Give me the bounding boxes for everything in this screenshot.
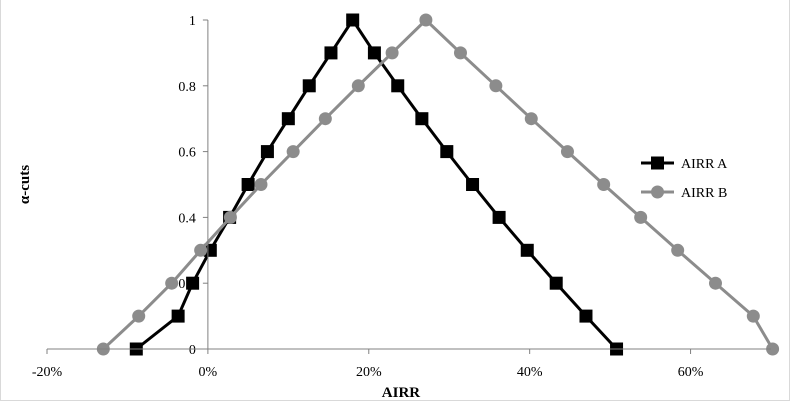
data-point-airr-a bbox=[391, 79, 405, 93]
data-point-airr-a bbox=[520, 243, 534, 257]
data-point-airr-a bbox=[415, 112, 429, 126]
data-point-airr-a bbox=[203, 243, 217, 257]
data-point-airr-a bbox=[260, 145, 274, 159]
data-point-airr-b bbox=[194, 243, 208, 257]
x-tick-label: 20% bbox=[356, 365, 382, 380]
data-point-airr-b bbox=[671, 243, 685, 257]
data-point-airr-b bbox=[489, 79, 503, 93]
data-point-airr-b bbox=[453, 46, 467, 60]
y-tick-label: 1 bbox=[189, 14, 196, 29]
data-point-airr-b bbox=[286, 145, 300, 159]
data-point-airr-a bbox=[549, 276, 563, 290]
y-axis-title: α-cuts bbox=[17, 165, 33, 204]
data-point-airr-b bbox=[560, 145, 574, 159]
data-point-airr-b bbox=[597, 178, 611, 191]
data-point-airr-a bbox=[492, 210, 506, 224]
data-point-airr-b bbox=[708, 276, 722, 290]
data-point-airr-b bbox=[766, 342, 780, 356]
data-point-airr-a bbox=[186, 276, 200, 290]
x-axis-title: AIRR bbox=[382, 385, 421, 400]
x-tick-label: 0% bbox=[199, 365, 218, 380]
data-point-airr-a bbox=[440, 145, 454, 159]
data-point-airr-b bbox=[351, 79, 365, 93]
data-point-airr-b bbox=[254, 178, 268, 191]
data-point-airr-b bbox=[524, 112, 538, 126]
data-point-airr-a bbox=[281, 112, 295, 126]
x-axis-ticks: -20% 0% 20% 40% 60% bbox=[32, 349, 704, 380]
data-point-airr-b bbox=[419, 13, 433, 27]
legend-marker-airr-b bbox=[651, 185, 664, 199]
data-point-airr-a bbox=[302, 79, 316, 93]
data-point-airr-b bbox=[132, 309, 146, 323]
y-tick-label: 0.8 bbox=[178, 80, 196, 95]
data-point-airr-a bbox=[324, 46, 338, 60]
data-point-airr-a bbox=[346, 13, 360, 27]
y-tick-label: 0.4 bbox=[178, 211, 196, 226]
data-point-airr-a bbox=[579, 309, 593, 323]
x-tick-label: -20% bbox=[32, 365, 63, 380]
series-line-airr-b bbox=[102, 18, 774, 351]
y-tick-label: 0 bbox=[189, 343, 196, 358]
data-point-airr-b bbox=[385, 46, 399, 60]
data-point-airr-b bbox=[746, 309, 760, 323]
data-point-airr-b bbox=[318, 112, 332, 126]
data-point-airr-a bbox=[466, 178, 480, 191]
data-point-airr-b bbox=[634, 210, 648, 224]
legend-marker-airr-a bbox=[651, 156, 664, 170]
data-point-airr-a bbox=[241, 178, 255, 191]
x-tick-label: 60% bbox=[678, 365, 704, 380]
x-tick-label: 40% bbox=[517, 365, 543, 380]
data-point-airr-b bbox=[165, 276, 179, 290]
legend-label-airr-b: AIRR B bbox=[681, 186, 727, 201]
y-tick-label: 0.6 bbox=[178, 146, 196, 161]
legend-label-airr-a: AIRR A bbox=[681, 157, 728, 172]
data-point-airr-b bbox=[223, 210, 237, 224]
data-point-airr-a bbox=[171, 309, 185, 323]
legend: AIRR A AIRR B bbox=[641, 156, 728, 201]
data-series bbox=[96, 13, 780, 356]
data-point-airr-a bbox=[367, 46, 381, 60]
